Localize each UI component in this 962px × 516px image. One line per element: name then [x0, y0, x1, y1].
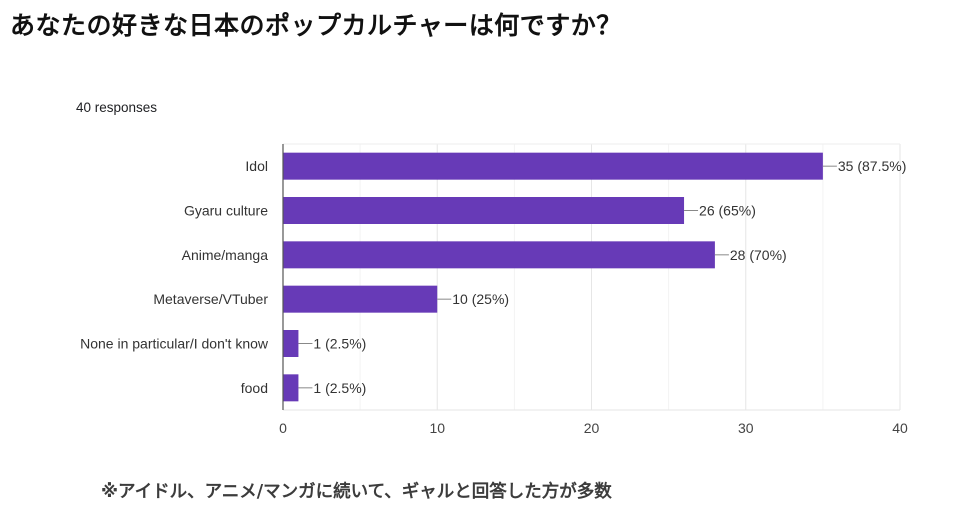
data-label: 26 (65%) [699, 203, 756, 219]
bar [283, 197, 685, 224]
category-label: food [241, 380, 268, 396]
data-label: 1 (2.5%) [313, 336, 366, 352]
bar [283, 241, 715, 269]
x-tick-label: 30 [738, 420, 754, 436]
data-label: 35 (87.5%) [838, 158, 906, 174]
response-count: 40 responses [76, 100, 158, 115]
x-tick-label: 20 [584, 420, 600, 436]
value-labels: 35 (87.5%) 26 (65%) 28 (70%) 10 (25%) 1 (2.5… [313, 158, 906, 396]
category-label: Metaverse/VTuber [153, 291, 268, 307]
data-label: 10 (25%) [452, 291, 509, 307]
leader-lines [298, 165, 837, 389]
category-label: Idol [245, 158, 268, 174]
chart-title: あなたの好きな日本のポップカルチャーは何ですか？ [10, 11, 622, 40]
data-label: 1 (2.5%) [313, 380, 366, 396]
bar [283, 285, 438, 313]
category-label: Anime/manga [182, 247, 269, 263]
grid-lines [283, 143, 901, 411]
category-labels: Idol Gyaru culture Anime/manga Metaverse/VT… [80, 158, 269, 396]
bar [283, 330, 299, 357]
category-label: Gyaru culture [184, 203, 268, 219]
category-label: None in particular/I don't know [80, 336, 269, 352]
data-label: 28 (70%) [730, 247, 787, 263]
bar [283, 374, 299, 402]
footnote: ※アイドル、アニメ/マンガに続いて、ギャルと回答した方が多数 [101, 482, 612, 502]
x-tick-label: 10 [429, 420, 445, 436]
x-tick-label: 40 [892, 420, 908, 436]
x-tick-labels: 0 10 20 30 40 [279, 420, 908, 436]
x-tick-label: 0 [279, 420, 287, 436]
bar [283, 152, 823, 180]
bars [283, 152, 823, 402]
